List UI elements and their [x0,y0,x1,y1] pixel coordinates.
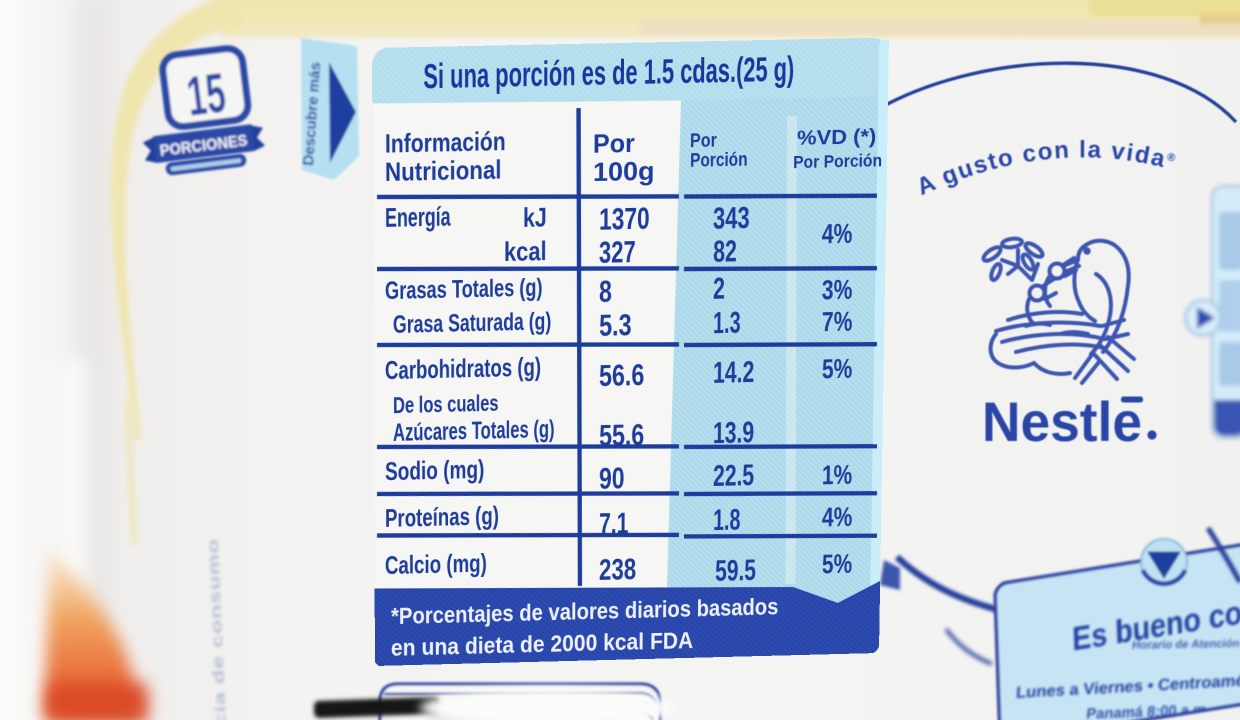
svg-text:Carbohidratos (g): Carbohidratos (g) [385,352,541,385]
svg-text:Si una porción es de 1.5 cdas.: Si una porción es de 1.5 cdas.(25 g) [423,51,794,97]
svg-text:Grasas Totales (g): Grasas Totales (g) [385,274,543,305]
svg-text:3%: 3% [822,274,853,306]
svg-text:Nutricional: Nutricional [385,157,502,187]
svg-text:22.5: 22.5 [713,458,754,493]
svg-text:1.8: 1.8 [713,502,741,536]
svg-text:1%: 1% [822,459,853,491]
svg-text:Energía: Energía [385,201,451,233]
svg-text:Por: Por [690,131,717,152]
svg-text:13.9: 13.9 [713,415,755,450]
svg-text:5.3: 5.3 [599,308,632,343]
svg-text:8: 8 [599,274,612,309]
svg-text:55.6: 55.6 [599,418,644,453]
svg-text:2: 2 [713,271,725,306]
svg-text:Azúcares Totales (g): Azúcares Totales (g) [393,416,555,447]
svg-text:Calcio (mg): Calcio (mg) [385,548,487,579]
svg-text:Información: Información [385,128,506,159]
svg-text:Grasa Saturada (g): Grasa Saturada (g) [393,308,551,339]
svg-text:59.5: 59.5 [715,553,756,588]
svg-text:Sodio (mg): Sodio (mg) [385,454,484,486]
svg-text:Porción: Porción [690,150,748,172]
svg-text:238: 238 [599,552,636,587]
svg-text:343: 343 [713,200,750,235]
svg-text:7%: 7% [822,306,853,338]
svg-text:5%: 5% [822,549,853,580]
svg-text:kcal: kcal [504,235,547,267]
svg-text:5%: 5% [822,353,853,385]
svg-text:100g: 100g [593,158,655,187]
svg-text:90: 90 [599,461,625,496]
svg-text:Por Porción: Por Porción [793,149,882,172]
svg-text:14.2: 14.2 [713,355,755,390]
svg-text:4%: 4% [822,218,853,250]
svg-text:Por: Por [593,130,635,159]
svg-text:Horario de Atención: Horario de Atención [1131,638,1240,652]
svg-text:Panamá 8:00 a.m.: Panamá 8:00 a.m. [1086,702,1211,720]
svg-text:7.1: 7.1 [599,506,629,541]
svg-text:327: 327 [599,234,636,269]
svg-text:De los cuales: De los cuales [393,390,499,418]
svg-text:4%: 4% [822,502,853,534]
svg-text:%VD (*): %VD (*) [797,125,877,150]
svg-text:15: 15 [183,60,228,127]
svg-text:82: 82 [713,234,737,269]
svg-text:1.3: 1.3 [713,305,741,340]
svg-text:1370: 1370 [599,201,650,237]
svg-text:Proteínas (g): Proteínas (g) [385,501,499,533]
svg-text:kJ: kJ [523,202,547,233]
svg-text:56.6: 56.6 [599,358,644,393]
svg-text:Nestle: Nestle [982,390,1142,453]
